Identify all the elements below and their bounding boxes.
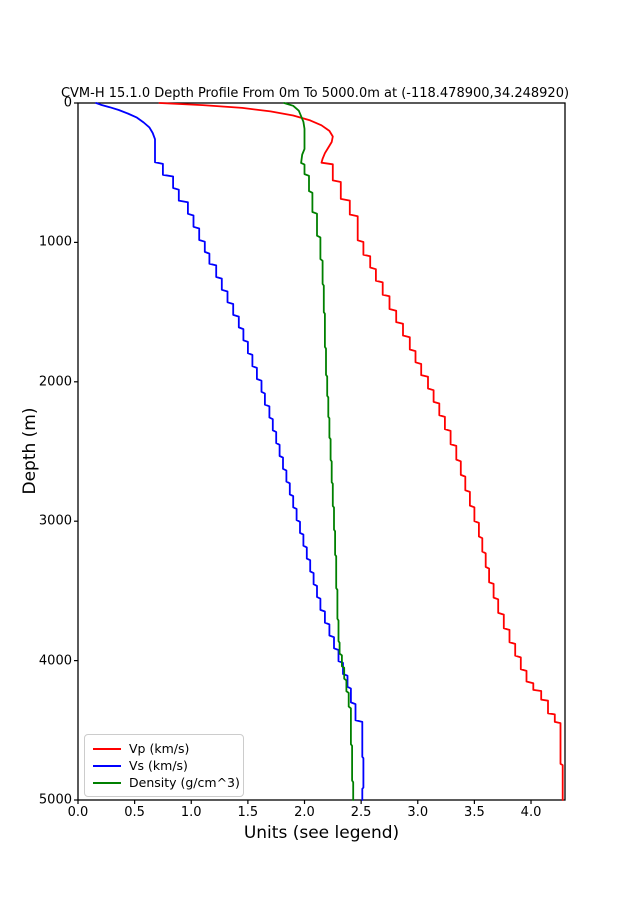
y-tick-label: 2000 (38, 374, 72, 390)
legend: Vp (km/s) Vs (km/s) Density (g/cm^3) (84, 734, 244, 797)
legend-label-vp: Vp (km/s) (129, 741, 190, 756)
legend-label-density: Density (g/cm^3) (129, 775, 240, 790)
legend-swatch-density (93, 781, 121, 784)
series-line-density (283, 102, 355, 801)
chart-title: CVM-H 15.1.0 Depth Profile From 0m To 50… (60, 86, 570, 101)
x-axis-label: Units (see legend) (243, 823, 400, 843)
legend-swatch-vs (93, 764, 121, 767)
x-tick-label: 1.0 (180, 805, 202, 820)
x-tick-label: 0.5 (124, 805, 145, 820)
y-tick-label: 4000 (38, 653, 72, 669)
legend-item-vs: Vs (km/s) (93, 757, 235, 774)
legend-label-vs: Vs (km/s) (129, 758, 188, 773)
x-tick-label: 2.0 (294, 805, 315, 820)
y-tick-label: 1000 (38, 234, 72, 250)
y-tick-label: 5000 (38, 792, 72, 808)
legend-swatch-vp (93, 747, 121, 750)
y-tick-label: 0 (63, 95, 72, 111)
x-tick-label: 1.5 (237, 805, 259, 820)
y-axis-label: Depth (m) (20, 407, 40, 495)
series-line-vs (95, 102, 365, 801)
x-tick-label: 2.5 (350, 805, 372, 820)
x-tick-label: 3.5 (464, 805, 485, 820)
x-tick-label: 3.0 (407, 805, 429, 820)
legend-item-density: Density (g/cm^3) (93, 774, 240, 791)
y-tick-label: 3000 (38, 513, 72, 529)
series-line-vp (158, 102, 564, 801)
x-tick-label: 4.0 (520, 805, 542, 820)
axes-frame (77, 102, 566, 801)
x-tick-label: 0.0 (67, 805, 89, 820)
legend-item-vp: Vp (km/s) (93, 740, 235, 757)
